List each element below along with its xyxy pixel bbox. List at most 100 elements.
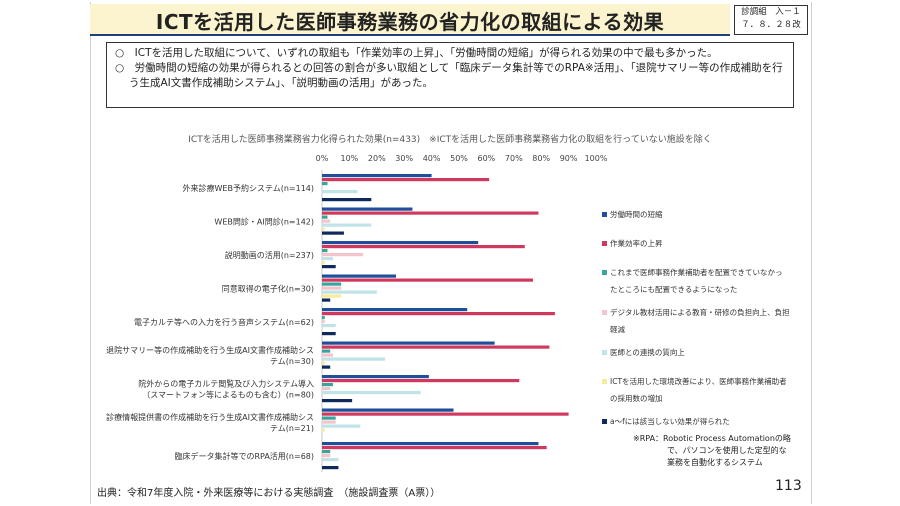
category-label: 院外からの電子カルテ閲覧及び入力システム導入 <box>138 379 314 389</box>
bar <box>322 345 550 349</box>
bar <box>322 174 432 178</box>
page-number: 113 <box>775 478 802 494</box>
bar <box>322 286 342 290</box>
bar <box>322 274 396 278</box>
x-tick-label: 40% <box>423 154 441 163</box>
bar <box>322 391 421 395</box>
document-id-line1: 診調組 入－１ <box>741 7 801 17</box>
bar <box>322 458 339 462</box>
bar <box>322 178 490 182</box>
category-label: （スマートフォン等によるものも含む）(n=80) <box>142 390 314 400</box>
legend-swatch <box>602 419 607 424</box>
category-label: 電子カルテ等への入力を行う音声システム(n=62) <box>134 317 314 327</box>
legend-swatch <box>602 241 607 246</box>
bar <box>322 387 331 391</box>
bar <box>322 241 479 245</box>
document-id-line2: ７．８．２８改 <box>741 20 801 30</box>
bar <box>322 365 331 369</box>
bar <box>322 249 328 253</box>
bar <box>322 215 328 219</box>
bar <box>322 320 325 324</box>
bar <box>322 420 336 424</box>
bar <box>322 298 331 302</box>
x-tick-label: 0% <box>316 154 329 163</box>
bar <box>322 265 336 269</box>
bar <box>322 245 525 249</box>
legend-swatch <box>602 212 607 217</box>
summary-bullet-1: ○ ICTを活用した取組について、いずれの取組も「作業効率の上昇」、「労働時間の… <box>115 47 718 59</box>
bar <box>322 308 468 312</box>
legend-label: 軽減 <box>610 324 625 334</box>
bar <box>322 450 331 454</box>
category-label: 同意取得の電子化(n=30) <box>222 284 314 294</box>
bar <box>322 361 325 365</box>
bar <box>322 466 339 470</box>
chart-title: ICTを活用した医師事務業務省力化得られた効果(n=433) ※ICTを活用した… <box>188 135 712 145</box>
rpa-footnote: ※RPA：Robotic Process Automationの略 で、パソコン… <box>633 433 803 469</box>
bar <box>322 253 364 257</box>
legend-label: これまで医師事務作業補助者を配置できていなかっ <box>610 267 783 277</box>
bar <box>322 408 454 412</box>
category-label: テム(n=30) <box>270 357 314 366</box>
bar <box>322 379 520 383</box>
bar <box>322 182 328 186</box>
bar <box>322 399 353 403</box>
summary-bullet-2: ○ 労働時間の短縮の効果が得られるとの回答の割合が多い取組として「臨床データ集計… <box>115 62 783 89</box>
bar <box>322 231 344 235</box>
x-tick-label: 60% <box>478 154 496 163</box>
legend-label: 労働時間の短縮 <box>610 209 663 219</box>
legend-label: たところにも配置できるようになった <box>610 285 737 294</box>
legend-swatch <box>602 350 607 355</box>
x-tick-label: 50% <box>450 154 468 163</box>
bar <box>322 278 533 282</box>
title-bar: ICTを活用した医師事務業務の省力化の取組による効果 <box>90 4 730 36</box>
category-label: 外来診療WEB予約システム(n=114) <box>183 183 315 193</box>
bar <box>322 375 429 379</box>
bar <box>322 223 372 227</box>
bar <box>322 349 331 353</box>
category-label: テム(n=21) <box>270 424 314 433</box>
category-label: 臨床データ集計等でのRPA活用(n=68) <box>174 451 314 461</box>
bar <box>322 316 325 320</box>
legend-label: 作業効率の上昇 <box>610 238 663 248</box>
bar <box>322 424 361 428</box>
bar <box>322 357 386 361</box>
bar <box>322 282 342 286</box>
bar <box>322 261 325 265</box>
x-tick-label: 70% <box>505 154 523 163</box>
legend-swatch <box>602 310 607 315</box>
bar <box>322 446 547 450</box>
bar <box>322 412 569 416</box>
bar <box>322 454 331 458</box>
bar <box>322 219 331 223</box>
x-tick-label: 20% <box>368 154 386 163</box>
page-title: ICTを活用した医師事務業務の省力化の取組による効果 <box>155 10 665 34</box>
rpa-note-line3: 業務を自動化するシステム <box>667 458 763 467</box>
legend-swatch <box>602 379 607 384</box>
bar <box>322 428 325 432</box>
category-label: 退院サマリー等の作成補助を行う生成AI文書作成補助シス <box>106 345 314 355</box>
bar <box>322 341 495 345</box>
legend-label: 医師との連携の質向上 <box>610 347 685 357</box>
x-tick-label: 10% <box>341 154 359 163</box>
bar <box>322 324 336 328</box>
bar <box>322 207 413 211</box>
legend-label: デジタル教材活用による教育・研修の負担向上、負担 <box>610 307 790 317</box>
x-tick-label: 90% <box>560 154 578 163</box>
legend-label: の採用数の増加 <box>610 393 663 403</box>
bar <box>322 353 333 357</box>
legend-label: a～fには該当しない効果が得られた <box>610 416 730 426</box>
source-citation: 出典：令和7年度入院・外来医療等における実態調査 （施設調査票（A票）） <box>97 488 441 499</box>
bar <box>322 198 372 202</box>
category-label: 診療情報提供書の作成補助を行う生成AI文書作成補助シス <box>106 412 314 422</box>
slide-frame <box>90 2 812 504</box>
bar <box>322 312 555 316</box>
summary-box: ○ ICTを活用した取組について、いずれの取組も「作業効率の上昇」、「労働時間の… <box>106 42 794 108</box>
bar <box>322 257 333 261</box>
x-tick-label: 100% <box>585 154 608 163</box>
bar <box>322 290 377 294</box>
rpa-note-line2: で、パソコンを使用した定型的な <box>667 446 787 455</box>
bar <box>322 332 336 336</box>
category-label: 説明動画の活用(n=237) <box>225 250 314 260</box>
